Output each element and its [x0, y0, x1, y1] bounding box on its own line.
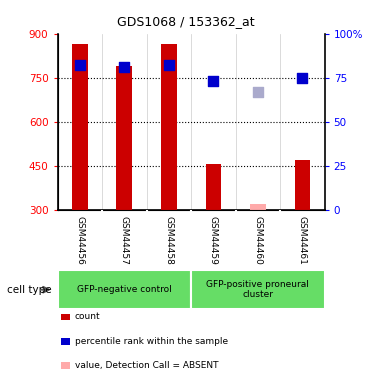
- Bar: [58, 270, 191, 309]
- Bar: [72, 44, 88, 210]
- Bar: [250, 204, 266, 210]
- Text: GSM44458: GSM44458: [164, 216, 173, 264]
- Text: percentile rank within the sample: percentile rank within the sample: [75, 337, 228, 346]
- Text: GSM44457: GSM44457: [120, 216, 129, 264]
- Text: GSM44456: GSM44456: [75, 216, 84, 264]
- Text: GSM44460: GSM44460: [253, 216, 262, 264]
- Bar: [116, 66, 132, 210]
- Bar: [206, 165, 221, 210]
- Text: GFP-positive proneural
cluster: GFP-positive proneural cluster: [206, 280, 309, 299]
- Text: GFP-negative control: GFP-negative control: [77, 285, 172, 294]
- Text: GDS1068 / 153362_at: GDS1068 / 153362_at: [117, 15, 254, 28]
- Text: count: count: [75, 312, 101, 321]
- Bar: [295, 160, 310, 210]
- Text: GSM44461: GSM44461: [298, 216, 307, 264]
- Point: [210, 78, 216, 84]
- Text: cell type: cell type: [7, 285, 52, 295]
- Point: [255, 89, 261, 95]
- Point: [299, 75, 305, 81]
- Bar: [161, 44, 177, 210]
- Bar: [191, 270, 325, 309]
- Point: [166, 63, 172, 69]
- Text: GSM44459: GSM44459: [209, 216, 218, 264]
- Text: value, Detection Call = ABSENT: value, Detection Call = ABSENT: [75, 361, 219, 370]
- Point: [121, 64, 127, 70]
- Point: [77, 63, 83, 69]
